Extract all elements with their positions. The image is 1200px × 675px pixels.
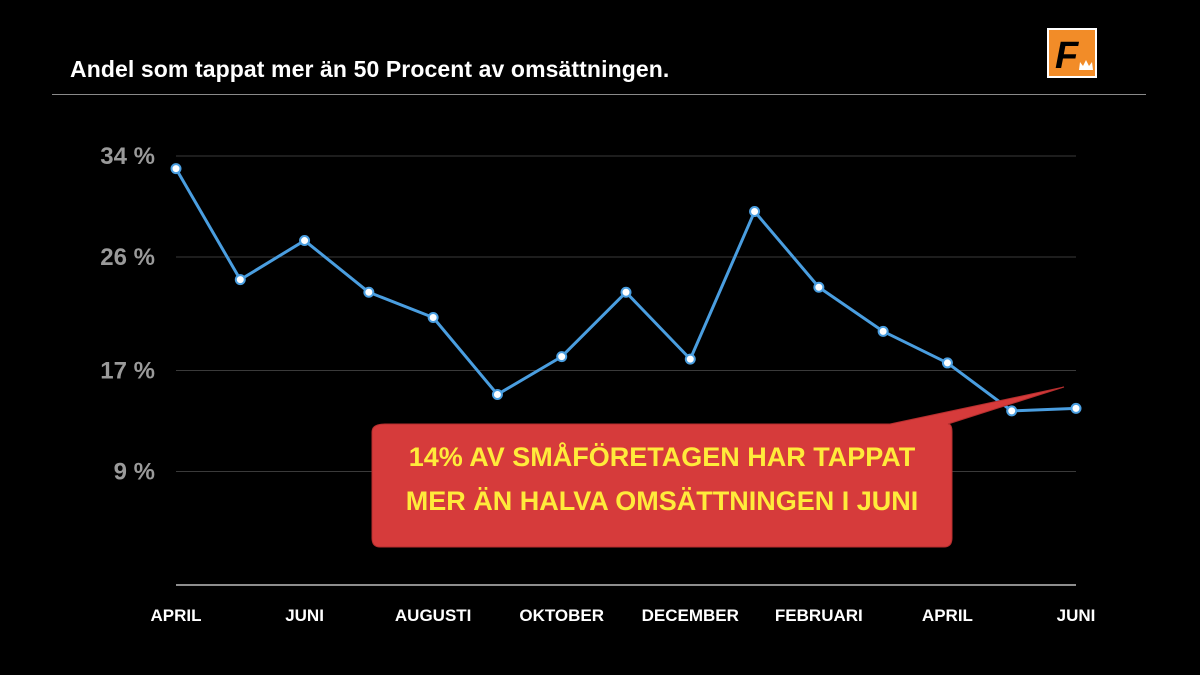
data-point xyxy=(234,274,246,286)
x-tick-label: JUNI xyxy=(285,606,324,625)
crown-icon xyxy=(1079,60,1093,70)
data-point xyxy=(427,312,439,324)
data-point xyxy=(1070,402,1082,414)
callout-annotation: 14% AV SMÅFÖRETAGEN HAR TAPPAT MER ÄN HA… xyxy=(371,386,1065,548)
x-tick-labels: APRIL JUNI AUGUSTI OKTOBER DECEMBER FEBRUARI A… xyxy=(151,606,1096,625)
y-tick-label: 9 % xyxy=(114,458,155,485)
brand-logo: F xyxy=(1047,28,1097,78)
y-tick-label: 26 % xyxy=(100,244,155,271)
logo-letter: F xyxy=(1055,35,1080,76)
y-tick-label: 34 % xyxy=(100,143,155,170)
data-point xyxy=(556,351,568,363)
data-point xyxy=(363,286,375,298)
data-point xyxy=(170,163,182,175)
x-tick-label: AUGUSTI xyxy=(395,606,472,625)
chart-title: Andel som tappat mer än 50 Procent av om… xyxy=(70,56,670,82)
callout-line-2: MER ÄN HALVA OMSÄTTNINGEN I JUNI xyxy=(406,486,919,516)
x-tick-label: DECEMBER xyxy=(642,606,739,625)
x-tick-label: OKTOBER xyxy=(519,606,604,625)
data-point xyxy=(491,388,503,400)
data-point xyxy=(941,357,953,369)
callout-bubble xyxy=(371,386,1065,548)
data-point xyxy=(684,353,696,365)
series-line xyxy=(170,163,1082,417)
data-point xyxy=(749,206,761,218)
title-divider xyxy=(52,94,1146,95)
callout-line-1: 14% AV SMÅFÖRETAGEN HAR TAPPAT xyxy=(409,441,916,472)
x-tick-label: APRIL xyxy=(151,606,202,625)
y-tick-label: 17 % xyxy=(100,358,155,385)
data-point xyxy=(813,281,825,293)
x-tick-label: APRIL xyxy=(922,606,973,625)
x-tick-label: FEBRUARI xyxy=(775,606,863,625)
data-point xyxy=(1006,405,1018,417)
x-tick-label: JUNI xyxy=(1057,606,1096,625)
data-point xyxy=(877,325,889,337)
y-tick-labels: 34 % 26 % 17 % 9 % xyxy=(100,143,155,485)
data-point xyxy=(299,235,311,247)
data-point xyxy=(620,286,632,298)
